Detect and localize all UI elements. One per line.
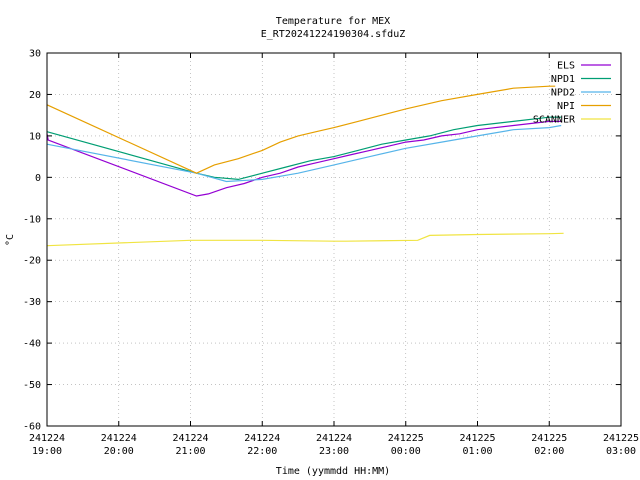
chart-title: Temperature for MEX [276, 16, 390, 27]
x-tick-time-label: 02:00 [534, 446, 564, 457]
chart-subtitle: E_RT20241224190304.sfduZ [261, 29, 406, 40]
legend-label: ELS [557, 61, 575, 72]
y-tick-label: 0 [35, 173, 41, 184]
y-tick-label: -40 [23, 339, 41, 350]
plot-frame [46, 52, 622, 427]
x-axis-label: Time (yymmdd HH:MM) [276, 466, 390, 477]
x-tick-time-label: 20:00 [104, 446, 134, 457]
data-series [46, 85, 564, 247]
legend-label: NPD2 [551, 88, 575, 99]
y-tick-label: 10 [29, 131, 41, 142]
x-tick-date-label: 241225 [459, 433, 495, 444]
x-tick-time-label: 00:00 [391, 446, 421, 457]
x-tick-time-label: 19:00 [32, 446, 62, 457]
legend-label: SCANNER [533, 115, 576, 126]
y-tick-label: -10 [23, 214, 41, 225]
series-line-scanner [46, 232, 564, 247]
x-tick-time-label: 21:00 [175, 446, 205, 457]
y-tick-label: -60 [23, 422, 41, 433]
x-tick-date-label: 241225 [388, 433, 424, 444]
x-tick-date-label: 241224 [172, 433, 208, 444]
x-tick-time-label: 03:00 [606, 446, 636, 457]
x-tick-time-label: 23:00 [319, 446, 349, 457]
x-tick-date-label: 241225 [603, 433, 639, 444]
legend: ELS NPD1 NPD2 NPI SCANNER [533, 61, 611, 126]
y-axis-label: °C [5, 234, 16, 246]
y-tick-label: 20 [29, 90, 41, 101]
grid-lines [47, 53, 621, 426]
x-tick-date-label: 241224 [244, 433, 280, 444]
x-tick-date-label: 241225 [531, 433, 567, 444]
series-line-els [46, 120, 562, 197]
x-tick-time-label: 01:00 [462, 446, 492, 457]
y-tick-label: -20 [23, 256, 41, 267]
legend-label: NPI [557, 101, 575, 112]
x-tick-time-label: 22:00 [247, 446, 277, 457]
axis-ticks: 3020100-10-20-30-40-50-6024122419:002412… [23, 49, 639, 458]
x-tick-date-label: 241224 [101, 433, 137, 444]
legend-label: NPD1 [551, 74, 575, 85]
series-line-npd1 [46, 116, 562, 181]
y-tick-label: -30 [23, 297, 41, 308]
x-tick-date-label: 241224 [316, 433, 352, 444]
y-tick-label: 30 [29, 49, 41, 60]
series-line-npi [46, 85, 556, 174]
x-tick-date-label: 241224 [29, 433, 65, 444]
y-tick-label: -50 [23, 380, 41, 391]
series-line-npd2 [46, 124, 562, 183]
